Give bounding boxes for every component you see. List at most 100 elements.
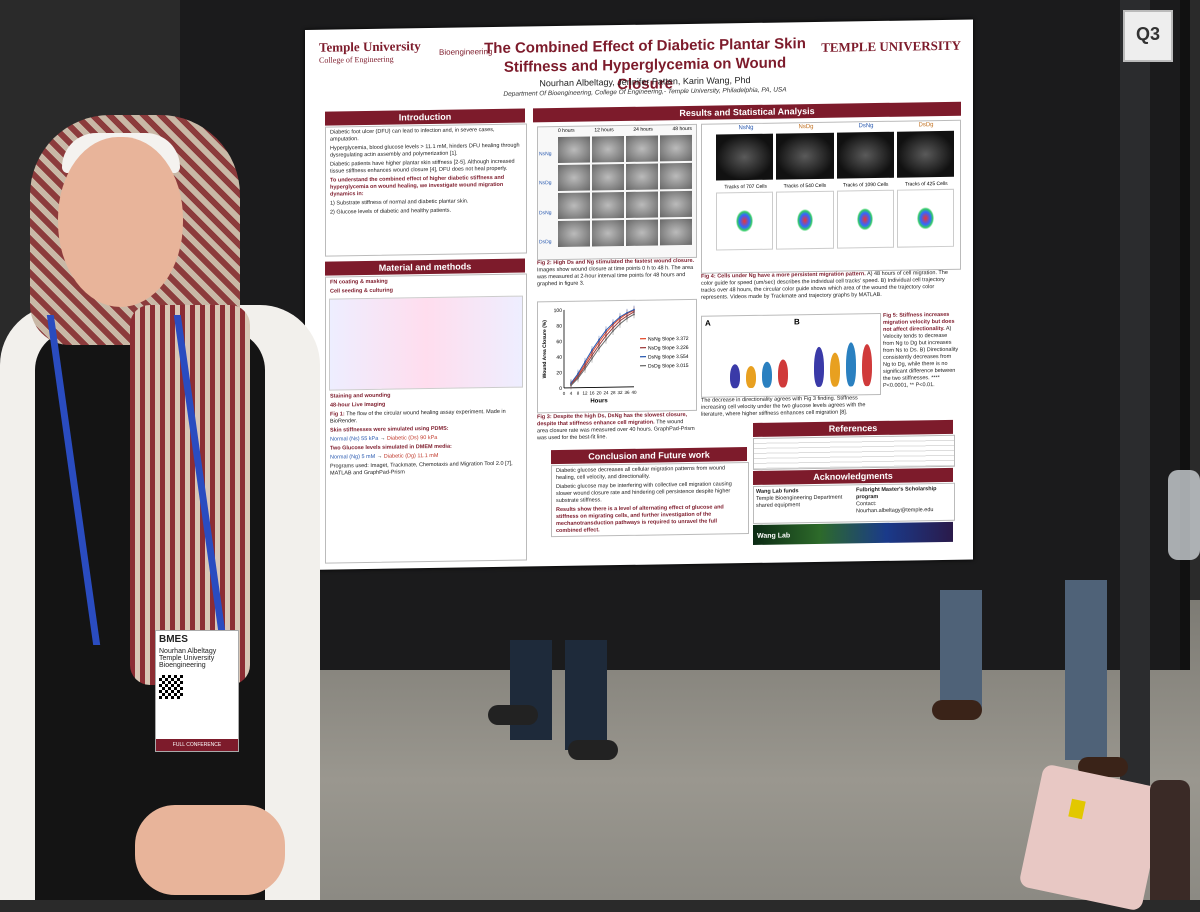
data-point	[619, 323, 621, 325]
x-axis	[564, 387, 634, 388]
background-person-legs-far	[1065, 580, 1107, 760]
background-person-shoe	[488, 705, 538, 725]
badge-strip: FULL CONFERENCE	[156, 739, 238, 751]
series-line-NsDg	[571, 312, 634, 385]
condition-label: DsNg	[858, 123, 873, 129]
intro-point: Hyperglycemia, blood glucose levels > 11…	[330, 143, 522, 160]
temple-logo-right: TEMPLE UNIVERSITY	[821, 38, 961, 56]
fig5-note: The decrease in directionality agrees wi…	[701, 395, 879, 419]
x-tick-label: 32	[617, 390, 623, 395]
y-tick-label: 100	[554, 308, 563, 314]
fig4-trajectory-plots	[716, 189, 954, 251]
trajectory-plot	[897, 189, 954, 248]
normal-glucose: Normal (Ng) 5 mM	[330, 454, 375, 461]
programs-used: Programs used: Imaget, Trackmate, Chemot…	[330, 461, 522, 478]
fig2-time-labels: 0 hours 12 hours 24 hours 48 hours	[558, 126, 692, 134]
velocity-violin	[730, 364, 740, 388]
fig4-caption-block: Fig 4: Cells under Ng have a more persis…	[701, 270, 959, 302]
presenter-face	[58, 137, 183, 307]
fig5-caption-block: Fig 5: Stiffness increases migration vel…	[883, 312, 959, 390]
microscopy-image	[592, 136, 624, 163]
board-frame-post	[1120, 0, 1150, 820]
microscopy-image	[592, 220, 624, 247]
time-label: 48 hours	[673, 126, 692, 132]
normal-stiffness: Normal (Ns) 55 kPa	[330, 436, 378, 443]
x-tick-label: 28	[610, 390, 616, 395]
microscopy-image	[592, 164, 624, 191]
legend-entry: DsDg Slope 3.015	[648, 363, 689, 370]
fig2-row-labels: NsNg NsDg DsNg DsDg	[539, 139, 552, 257]
fig5-panel-label: A	[705, 319, 711, 328]
board-number-label: Q3	[1123, 10, 1173, 62]
x-tick-label: 20	[596, 390, 602, 395]
microscopy-image	[558, 137, 590, 164]
row-label: DsNg	[539, 210, 552, 216]
fig2-image-grid	[558, 135, 692, 247]
migration-image	[776, 133, 833, 180]
ack-right-text: Contact: Nourhan.albeltagy@temple.edu	[856, 501, 933, 514]
microscopy-image	[626, 163, 658, 190]
velocity-violin	[746, 366, 756, 388]
data-point	[612, 330, 614, 332]
x-tick-label: 24	[603, 390, 609, 395]
research-poster: Temple University College of Engineering…	[305, 20, 973, 570]
materials-body: FN coating & masking Cell seeding & cult…	[325, 274, 527, 564]
legend-entry: DsNg Slope 3.554	[648, 354, 689, 361]
microscopy-image	[626, 191, 658, 218]
badge-name: Nourhan Albeltagy	[156, 648, 238, 655]
water-bottle	[1150, 780, 1190, 900]
x-tick-label: 4	[570, 391, 573, 396]
conclusion-body: Diabetic glucose decreases all cellular …	[551, 462, 749, 537]
background-person-legs-left	[510, 640, 552, 740]
poster-header: Temple University College of Engineering…	[305, 20, 973, 108]
data-point	[591, 358, 593, 360]
lab-banner: Wang Lab	[753, 522, 953, 545]
pink-handbag	[1018, 763, 1166, 911]
microscopy-image	[626, 219, 658, 246]
background-person-legs-far	[940, 590, 982, 710]
ack-left: Wang Lab funds Temple Bioengineering Dep…	[756, 487, 852, 510]
references-body	[753, 435, 955, 470]
velocity-violin	[762, 362, 772, 388]
trajectory-plot	[716, 192, 773, 251]
x-tick-label: 12	[582, 391, 588, 396]
conclusion-point: Diabetic glucose may be interfering with…	[556, 481, 744, 505]
time-label: 24 hours	[633, 127, 652, 133]
acknowledgments-body: Wang Lab funds Temple Bioengineering Dep…	[753, 483, 955, 524]
directionality-violin	[846, 342, 856, 386]
fig5-panel-label: B	[794, 317, 800, 326]
fig1-caption: The flow of the circular wound healing a…	[330, 409, 506, 425]
x-tick-label: 8	[577, 391, 580, 396]
directionality-violin	[830, 353, 840, 387]
ack-right: Fulbright Master's Scholarship program C…	[856, 486, 952, 516]
introduction-body: Diabetic foot ulcer (DFU) can lead to in…	[325, 124, 527, 257]
directionality-violin	[862, 344, 872, 386]
y-tick-label: 80	[556, 324, 562, 330]
fig4-migration-panel: NsNg NsDg DsNg DsDg Tracks of 707 Cells …	[701, 120, 961, 274]
fig1-label: Fig 1:	[330, 411, 345, 417]
fig4-column-labels: NsNg NsDg DsNg DsDg	[716, 122, 956, 132]
y-axis-label: Wound Area Closure (%)	[542, 320, 548, 379]
migration-image	[716, 134, 773, 181]
background-person-legs-right	[565, 640, 607, 750]
microscopy-image	[626, 135, 658, 162]
diabetic-glucose: Diabetic (Dg) 11.1 mM	[384, 453, 439, 460]
microscopy-image	[660, 135, 692, 162]
x-tick-label: 16	[589, 390, 595, 395]
plastic-bag	[1168, 470, 1200, 560]
x-axis-label: Hours	[590, 398, 608, 404]
time-label: 0 hours	[558, 128, 575, 134]
method-step: Cell seeding & culturing	[330, 286, 522, 296]
condition-label: NsNg	[738, 125, 753, 131]
microscopy-image	[660, 219, 692, 246]
ack-right-title: Fulbright Master's Scholarship program	[856, 486, 936, 500]
methods-diagram	[329, 296, 523, 391]
data-point	[605, 339, 607, 341]
intro-list-item: 2) Glucose levels of diabetic and health…	[330, 207, 522, 217]
data-point	[626, 317, 628, 319]
x-tick-label: 36	[624, 390, 630, 395]
condition-label: NsDg	[798, 124, 813, 130]
college-name: College of Engineering	[319, 54, 421, 65]
